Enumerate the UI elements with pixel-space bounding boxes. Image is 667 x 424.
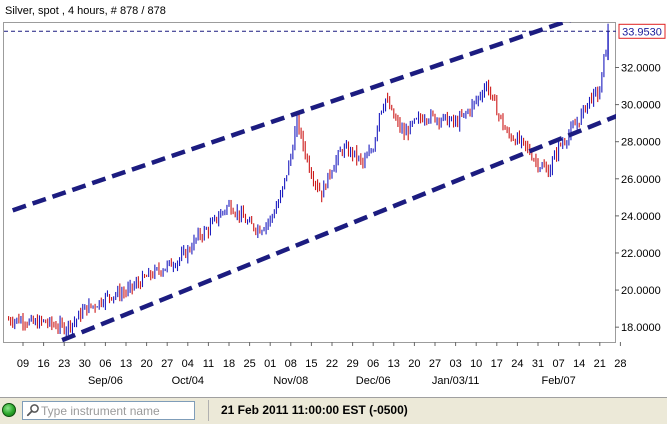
chart-title: Silver, spot , 4 hours, # 878 / 878 xyxy=(5,5,166,17)
y-tick-label: 18.0000 xyxy=(621,322,661,334)
x-tick-label: 30 xyxy=(79,358,91,370)
x-tick-label: 11 xyxy=(203,358,214,370)
x-tick-label: 25 xyxy=(243,358,255,370)
price-chart[interactable]: 18.0000 20.0000 22.0000 24.0000 26.0000 28.00… xyxy=(0,0,667,396)
status-divider xyxy=(208,400,209,421)
x-tick-label: 18 xyxy=(223,358,235,370)
x-tick-label: 07 xyxy=(552,358,564,370)
x-tick-label: 13 xyxy=(388,358,400,370)
x-tick-label: 27 xyxy=(161,358,173,370)
timestamp-label: 21 Feb 2011 11:00:00 EST (-0500) xyxy=(221,403,408,417)
y-tick-label: 20.0000 xyxy=(621,285,661,297)
plot-frame xyxy=(3,22,616,343)
x-tick-label: 20 xyxy=(140,358,152,370)
x-tick-label: 21 xyxy=(594,358,606,370)
trend-channel xyxy=(11,22,616,343)
x-tick-label: 03 xyxy=(449,358,461,370)
x-tick-label: 17 xyxy=(491,358,503,370)
x-axis: 09 16 23 30 06 13 20 27 04 11 18 25 01 08 15 22 29 06 13 20… xyxy=(17,342,627,387)
y-tick-label: 32.0000 xyxy=(621,63,661,75)
x-tick-label: 04 xyxy=(182,358,194,370)
channel-line-upper xyxy=(11,22,572,213)
x-tick-label: 22 xyxy=(326,358,338,370)
x-tick-label: 20 xyxy=(408,358,420,370)
x-month-label: Sep/06 xyxy=(88,375,123,387)
x-tick-label: 09 xyxy=(17,358,29,370)
y-axis: 18.0000 20.0000 22.0000 24.0000 26.0000 28.00… xyxy=(615,63,661,334)
x-tick-label: 06 xyxy=(367,358,379,370)
channel-line-lower xyxy=(61,113,616,343)
connection-status-icon[interactable] xyxy=(2,403,16,417)
y-tick-label: 22.0000 xyxy=(621,248,661,260)
x-tick-label: 31 xyxy=(532,358,544,370)
y-tick-label: 26.0000 xyxy=(621,174,661,186)
x-tick-label: 16 xyxy=(37,358,49,370)
x-month-label: Dec/06 xyxy=(356,375,391,387)
x-month-label: Jan/03/11 xyxy=(432,375,480,387)
x-tick-label: 06 xyxy=(99,358,111,370)
instrument-search-input[interactable] xyxy=(41,403,191,418)
last-price-marker: 33.9530 xyxy=(618,23,666,39)
x-month-label: Feb/07 xyxy=(541,375,575,387)
x-tick-label: 24 xyxy=(511,358,523,370)
candlestick-series xyxy=(8,23,609,337)
x-tick-label: 29 xyxy=(346,358,358,370)
x-tick-label: 15 xyxy=(305,358,317,370)
x-tick-label: 14 xyxy=(573,358,585,370)
x-tick-label: 08 xyxy=(285,358,297,370)
status-bar: 21 Feb 2011 11:00:00 EST (-0500) xyxy=(0,397,667,424)
x-tick-label: 10 xyxy=(470,358,482,370)
chart-area[interactable]: 18.0000 20.0000 22.0000 24.0000 26.0000 28.00… xyxy=(0,0,667,396)
y-tick-label: 30.0000 xyxy=(621,100,661,112)
x-tick-label: 23 xyxy=(58,358,70,370)
last-price-label: 33.9530 xyxy=(622,26,662,38)
y-tick-label: 24.0000 xyxy=(621,211,661,223)
x-tick-label: 28 xyxy=(614,358,626,370)
x-tick-label: 27 xyxy=(429,358,441,370)
search-icon[interactable] xyxy=(26,403,40,417)
x-month-label: Nov/08 xyxy=(273,375,308,387)
y-tick-label: 28.0000 xyxy=(621,137,661,149)
x-month-label: Oct/04 xyxy=(172,375,204,387)
x-tick-label: 01 xyxy=(264,358,276,370)
x-tick-label: 13 xyxy=(120,358,132,370)
instrument-search[interactable] xyxy=(22,401,195,420)
